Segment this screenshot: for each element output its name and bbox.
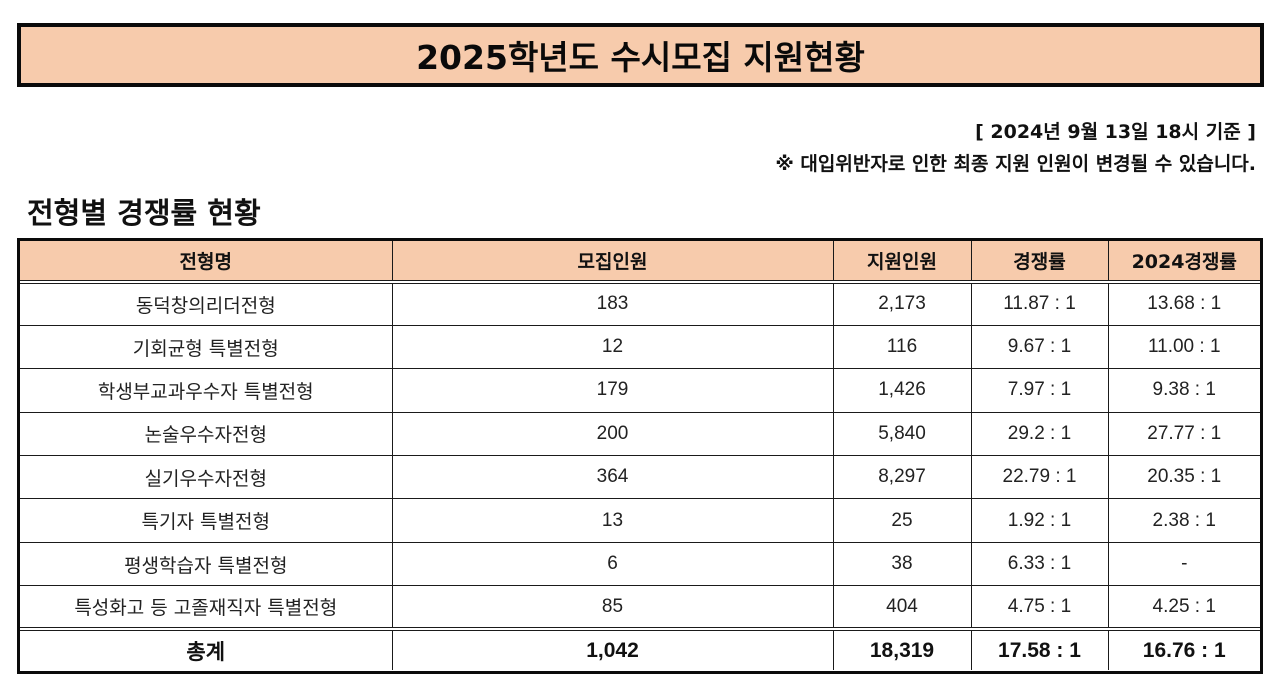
cell-ratio-2024: - (1107, 541, 1260, 587)
cell-applicants: 116 (832, 324, 972, 370)
column-header-applicants: 지원인원 (832, 241, 972, 284)
cell-quota: 6 (391, 541, 834, 587)
cell-track-name: 평생학습자 특별전형 (20, 541, 393, 587)
cell-ratio-2024: 9.38 : 1 (1107, 368, 1260, 413)
cell-track-name: 학생부교과우수자 특별전형 (20, 368, 393, 413)
cell-ratio: 11.87 : 1 (970, 281, 1109, 326)
cell-quota: 200 (391, 411, 834, 457)
cell-applicants: 25 (832, 498, 972, 543)
cell-track-name: 특기자 특별전형 (20, 498, 393, 543)
cell-quota: 183 (391, 281, 834, 326)
cell-ratio: 29.2 : 1 (970, 411, 1109, 457)
cell-track-name: 특성화고 등 고졸재직자 특별전형 (20, 585, 393, 630)
cell-ratio-2024: 20.35 : 1 (1107, 455, 1260, 500)
cell-ratio: 1.92 : 1 (970, 498, 1109, 543)
cell-quota: 85 (391, 585, 834, 630)
page-title: 2025학년도 수시모집 지원현황 (416, 38, 865, 77)
table-header-row: 전형명 모집인원 지원인원 경쟁률 2024경쟁률 (20, 241, 1260, 284)
table-row: 평생학습자 특별전형 6 38 6.33 : 1 - (20, 541, 1260, 587)
column-header-ratio-2024: 2024경쟁률 (1107, 241, 1260, 284)
cell-ratio-2024: 27.77 : 1 (1107, 411, 1260, 457)
cell-track-name: 기회균형 특별전형 (20, 324, 393, 370)
cell-ratio: 6.33 : 1 (970, 541, 1109, 587)
cell-ratio-2024: 2.38 : 1 (1107, 498, 1260, 543)
title-banner: 2025학년도 수시모집 지원현황 (17, 23, 1264, 87)
cell-quota: 179 (391, 368, 834, 413)
cell-track-name: 실기우수자전형 (20, 455, 393, 500)
table-row: 실기우수자전형 364 8,297 22.79 : 1 20.35 : 1 (20, 455, 1260, 500)
cell-total-quota: 1,042 (391, 627, 834, 671)
cell-total-ratio: 17.58 : 1 (970, 627, 1109, 671)
competition-rate-table: 전형명 모집인원 지원인원 경쟁률 2024경쟁률 동덕창의리더전형 183 2… (17, 238, 1263, 674)
cell-track-name: 논술우수자전형 (20, 411, 393, 457)
table-total-row: 총계 1,042 18,319 17.58 : 1 16.76 : 1 (20, 627, 1260, 671)
cell-ratio: 9.67 : 1 (970, 324, 1109, 370)
cell-applicants: 38 (832, 541, 972, 587)
cell-ratio: 7.97 : 1 (970, 368, 1109, 413)
cell-ratio: 4.75 : 1 (970, 585, 1109, 630)
cell-total-applicants: 18,319 (832, 627, 972, 671)
table-row: 특기자 특별전형 13 25 1.92 : 1 2.38 : 1 (20, 498, 1260, 543)
cell-total-label: 총계 (20, 627, 393, 671)
cell-ratio-2024: 11.00 : 1 (1107, 324, 1260, 370)
change-warning-notice: ※ 대입위반자로 인한 최종 지원 인원이 변경될 수 있습니다. (775, 153, 1256, 175)
table-row: 특성화고 등 고졸재직자 특별전형 85 404 4.75 : 1 4.25 :… (20, 585, 1260, 630)
cell-applicants: 5,840 (832, 411, 972, 457)
cell-ratio-2024: 4.25 : 1 (1107, 585, 1260, 630)
table-row: 기회균형 특별전형 12 116 9.67 : 1 11.00 : 1 (20, 324, 1260, 370)
cell-applicants: 1,426 (832, 368, 972, 413)
cell-quota: 12 (391, 324, 834, 370)
cell-ratio: 22.79 : 1 (970, 455, 1109, 500)
cell-track-name: 동덕창의리더전형 (20, 281, 393, 326)
cell-quota: 13 (391, 498, 834, 543)
cell-ratio-2024: 13.68 : 1 (1107, 281, 1260, 326)
table-row: 논술우수자전형 200 5,840 29.2 : 1 27.77 : 1 (20, 411, 1260, 457)
column-header-ratio: 경쟁률 (970, 241, 1109, 284)
cell-applicants: 2,173 (832, 281, 972, 326)
column-header-quota: 모집인원 (391, 241, 834, 284)
table-row: 동덕창의리더전형 183 2,173 11.87 : 1 13.68 : 1 (20, 281, 1260, 326)
competition-table: 전형명 모집인원 지원인원 경쟁률 2024경쟁률 동덕창의리더전형 183 2… (20, 241, 1260, 671)
section-title: 전형별 경쟁률 현황 (27, 196, 261, 230)
cell-applicants: 8,297 (832, 455, 972, 500)
cell-quota: 364 (391, 455, 834, 500)
cell-applicants: 404 (832, 585, 972, 630)
column-header-track-name: 전형명 (20, 241, 393, 284)
cell-total-ratio-2024: 16.76 : 1 (1107, 627, 1260, 671)
table-row: 학생부교과우수자 특별전형 179 1,426 7.97 : 1 9.38 : … (20, 368, 1260, 413)
as-of-date-notice: [ 2024년 9월 13일 18시 기준 ] (975, 121, 1256, 143)
